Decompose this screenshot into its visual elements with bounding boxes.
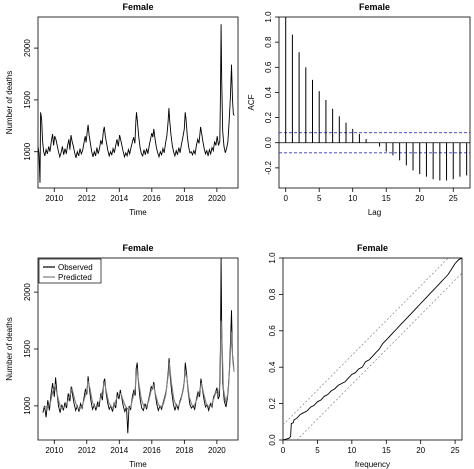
series-line — [283, 258, 462, 440]
x-tick-label: 20 — [415, 194, 424, 203]
x-axis-label: frequency — [355, 460, 390, 469]
x-tick-label: 2010 — [45, 446, 63, 455]
chart-title: Female — [357, 243, 388, 253]
plot-area — [38, 24, 235, 183]
x-tick-label: 2020 — [208, 194, 226, 203]
plot-frame — [37, 16, 239, 189]
x-tick-label: 2012 — [78, 194, 96, 203]
series-line — [42, 258, 235, 434]
plot-frame — [282, 257, 463, 441]
y-tick-label: 2000 — [23, 283, 32, 301]
y-tick-label: 0.0 — [264, 137, 273, 149]
x-tick-label: 2016 — [143, 194, 161, 203]
x-tick-label: 2018 — [175, 446, 193, 455]
y-tick-label: 1.0 — [264, 11, 273, 23]
series-line — [296, 272, 462, 440]
x-tick-label: 2014 — [110, 194, 128, 203]
legend-box — [38, 258, 102, 284]
x-tick-label: 5 — [315, 446, 320, 455]
plot-frame — [37, 257, 239, 441]
x-tick-label: 20 — [416, 446, 425, 455]
x-axis-label: Time — [129, 460, 147, 469]
x-tick-label: 2016 — [143, 446, 161, 455]
y-tick-label: 0.4 — [264, 86, 273, 98]
x-tick-label: 15 — [382, 446, 391, 455]
y-tick-label: 1500 — [23, 340, 32, 358]
series-line — [38, 24, 235, 183]
plot-frame — [278, 16, 471, 189]
chart-panel-4: Female 0 5 10 15 20 25 0.0 0.2 0.4 0.6 0.8 1.0 freque… — [268, 243, 463, 469]
x-tick-label: 25 — [451, 446, 460, 455]
y-tick-label: 1500 — [23, 90, 32, 108]
x-tick-label: 2014 — [110, 446, 128, 455]
x-tick-label: 10 — [348, 194, 357, 203]
x-tick-label: 15 — [382, 194, 391, 203]
x-axis-label: Time — [129, 208, 147, 217]
x-axis-label: Lag — [368, 208, 381, 217]
legend-label: Predicted — [58, 273, 92, 282]
x-tick-label: 25 — [449, 194, 458, 203]
chart-title: Female — [122, 2, 153, 12]
x-tick-label: 0 — [281, 446, 286, 455]
y-tick-label: 0.0 — [268, 434, 277, 446]
y-tick-label: 0.8 — [264, 36, 273, 48]
x-tick-label: 2012 — [78, 446, 96, 455]
x-tick-label: 10 — [347, 446, 356, 455]
y-tick-label: 0.2 — [264, 111, 273, 123]
series-line — [283, 258, 449, 426]
series-line — [42, 320, 235, 411]
chart-panel-3: Female 2010 2012 2014 2016 2018 2020 1000 1500 20… — [5, 243, 239, 469]
y-axis-label: Number of deaths — [5, 71, 14, 135]
y-tick-label: 0.8 — [268, 288, 277, 300]
plot-area — [279, 17, 470, 181]
y-axis-label: ACF — [247, 94, 256, 110]
y-tick-label: 2000 — [23, 39, 32, 57]
x-tick-label: 2020 — [208, 446, 226, 455]
legend-label: Observed — [58, 263, 93, 272]
plot-area — [42, 258, 235, 434]
y-tick-label: 0.2 — [268, 397, 277, 409]
x-tick-label: 5 — [317, 194, 322, 203]
y-axis-label: Number of deaths — [5, 317, 14, 381]
y-tick-label: 0.6 — [268, 325, 277, 337]
y-tick-label: 0.4 — [268, 361, 277, 373]
y-tick-label: 1000 — [23, 396, 32, 414]
x-tick-label: 0 — [283, 194, 288, 203]
y-tick-label: 1000 — [23, 142, 32, 160]
chart-panel-2: Female 0 5 10 15 20 25 -0.2 0.0 0.2 0.4 0.6 0.8 1.0 La… — [247, 2, 471, 217]
x-tick-label: 2010 — [45, 194, 63, 203]
plot-area — [283, 258, 462, 440]
y-tick-label: 1.0 — [268, 252, 277, 264]
chart-panel-1: Female 2010 2012 2014 2016 2018 2020 1000 1500 20… — [5, 2, 239, 217]
chart-title: Female — [359, 2, 390, 12]
chart-title: Female — [122, 243, 153, 253]
x-tick-label: 2018 — [175, 194, 193, 203]
y-tick-label: -0.2 — [264, 160, 273, 174]
y-tick-label: 0.6 — [264, 61, 273, 73]
